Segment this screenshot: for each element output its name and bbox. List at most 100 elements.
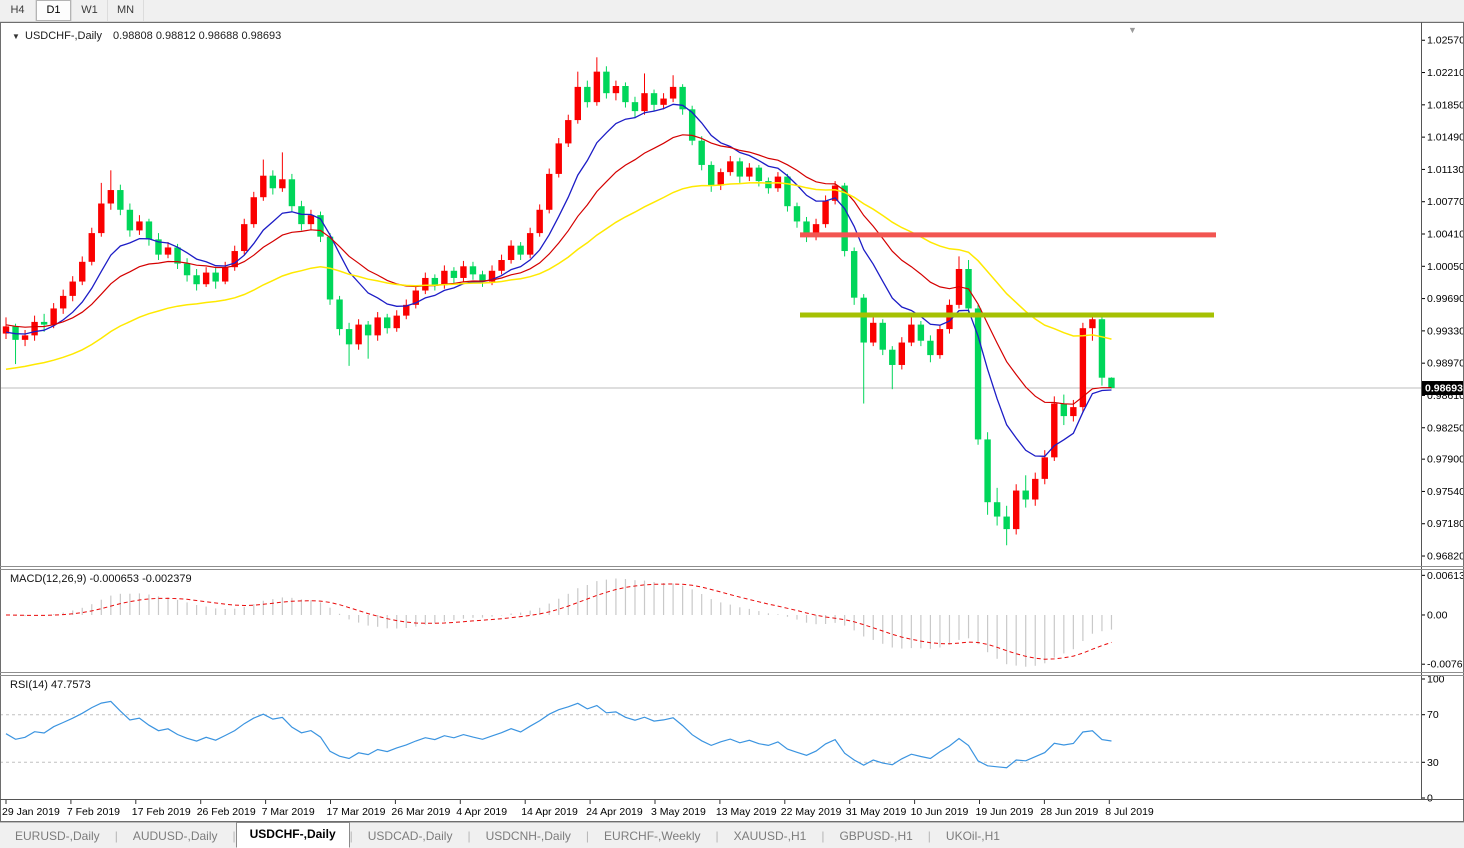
candle: [21, 329, 29, 347]
date-label: 29 Jan 2019: [2, 806, 60, 818]
candle: [765, 177, 772, 194]
date-axis[interactable]: 29 Jan 2019 7 Feb 2019 17 Feb 2019 26 Feb 2…: [2, 800, 1154, 818]
candle: [984, 432, 991, 515]
date-label: 17 Feb 2019: [132, 806, 191, 818]
chart-tab-gbpusd[interactable]: GBPUSD-,H1: [839, 828, 913, 843]
candle: [517, 242, 524, 261]
candle: [965, 260, 972, 314]
candle: [803, 216, 810, 243]
candle: [698, 136, 705, 171]
price-axis-label: 1.00410: [1427, 229, 1464, 241]
candle: [650, 89, 658, 112]
candle: [412, 285, 419, 309]
candle: [183, 258, 191, 282]
candle: [927, 335, 934, 363]
rsi-axis-label: 0: [1427, 793, 1433, 805]
current-price-badge: [1422, 381, 1463, 396]
candle: [260, 159, 267, 201]
candle: [31, 315, 38, 341]
price-axis-label: 0.96820: [1427, 551, 1464, 563]
drawn-objects-layer[interactable]: [800, 232, 1216, 318]
candle: [498, 254, 505, 275]
candle: [231, 245, 238, 271]
candle: [117, 184, 124, 216]
candle: [831, 181, 839, 205]
date-label: 7 Mar 2019: [262, 806, 315, 818]
candle: [1032, 472, 1039, 506]
candle: [774, 172, 782, 192]
tab-separator: |: [349, 829, 353, 843]
chart-dropdown-icon[interactable]: ▼: [12, 32, 20, 41]
candle: [603, 66, 610, 99]
candle: [307, 209, 315, 230]
candle: [526, 227, 534, 259]
date-label: 3 May 2019: [651, 806, 706, 818]
macd-axis-label: 0.00: [1427, 609, 1448, 621]
date-label: 26 Feb 2019: [197, 806, 256, 818]
chart-tab-xauusd[interactable]: XAUUSD-,H1: [733, 828, 807, 843]
date-label: 17 Mar 2019: [327, 806, 386, 818]
rsi-label: RSI(14) 47.7573: [10, 679, 91, 691]
candle: [660, 93, 667, 110]
tab-separator: |: [467, 829, 471, 843]
price-axis-label: 1.01130: [1427, 164, 1464, 176]
chart-tab-audusd[interactable]: AUDUSD-,Daily: [132, 828, 218, 843]
tab-separator: |: [585, 829, 590, 843]
candle: [908, 312, 915, 347]
candle: [746, 163, 753, 182]
chart-tab-usdcnh[interactable]: USDCNH-,Daily: [485, 828, 571, 843]
date-label: 8 Jul 2019: [1105, 806, 1154, 818]
price-axis-label: 1.02210: [1427, 67, 1464, 79]
candle: [612, 80, 620, 101]
candle: [193, 268, 200, 291]
candle: [69, 276, 76, 302]
chart-tab-usdchf[interactable]: USDCHF-,Daily: [235, 822, 350, 848]
candle: [850, 247, 858, 305]
timeframe-button-d1[interactable]: D1: [36, 0, 72, 21]
candle: [269, 170, 277, 195]
candle: [507, 240, 515, 264]
price-axis-label: 0.97180: [1427, 518, 1464, 530]
chart-tab-eurusd[interactable]: EURUSD-,Daily: [15, 828, 100, 843]
candle: [50, 303, 57, 329]
candle: [1060, 394, 1068, 426]
window-borders: [0, 22, 1464, 822]
rsi-axis-label: 100: [1427, 674, 1445, 686]
price-axis-label: 0.99330: [1427, 325, 1464, 337]
candle: [212, 268, 219, 289]
candle: [622, 82, 629, 108]
candle: [1022, 475, 1029, 508]
candle: [631, 96, 639, 119]
candle: [679, 84, 686, 115]
candle: [669, 75, 677, 103]
candle: [298, 200, 305, 231]
candle: [2, 317, 10, 339]
candle: [1089, 313, 1096, 341]
candle: [403, 299, 410, 320]
candle: [536, 204, 543, 237]
timeframe-button-mn[interactable]: MN: [108, 0, 144, 21]
candle: [431, 274, 439, 291]
candle: [708, 161, 715, 192]
price-axis-label: 1.01850: [1427, 99, 1464, 111]
chart-tab-eurchf[interactable]: EURCHF-,Weekly: [604, 828, 701, 843]
timeframe-button-w1[interactable]: W1: [72, 0, 108, 21]
candle: [993, 487, 1001, 526]
candle: [279, 152, 286, 192]
timeframe-button-h4[interactable]: H4: [0, 0, 36, 21]
macd-label: MACD(12,26,9) -0.000653 -0.002379: [10, 573, 192, 585]
chart-tab-ukoil[interactable]: UKOil-,H1: [945, 828, 1000, 843]
candle: [40, 313, 48, 332]
candle: [241, 218, 248, 255]
candle: [469, 261, 477, 280]
price-axis-label: 0.99690: [1427, 293, 1464, 305]
candle: [460, 260, 467, 282]
price-axis[interactable]: 1.02570 1.02210 1.01850 1.01490 1.01130 1.007…: [1421, 35, 1464, 563]
chart-tab-usdcad[interactable]: USDCAD-,Daily: [367, 828, 453, 843]
candle: [174, 243, 181, 269]
scroll-to-end-icon[interactable]: ▼: [1128, 25, 1137, 35]
candle: [1041, 450, 1048, 485]
chart-tab-bar: EURUSD-,Daily | AUDUSD-,Daily | USDCHF-,Dail…: [0, 822, 1464, 848]
